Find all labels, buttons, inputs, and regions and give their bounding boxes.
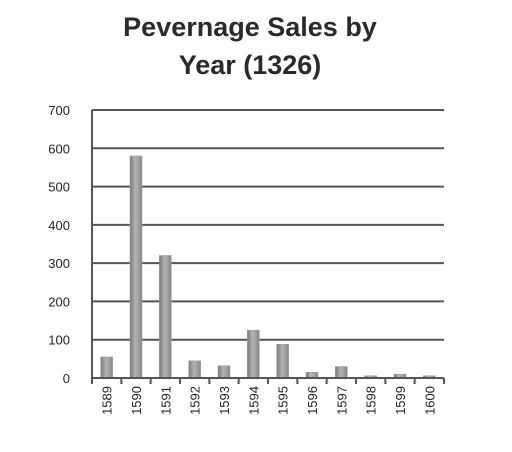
x-tick-label: 1589: [100, 386, 115, 415]
y-tick-label: 100: [48, 333, 70, 348]
bar: [247, 329, 260, 379]
y-tick-label: 200: [48, 294, 70, 309]
x-tick-label: 1594: [246, 386, 261, 415]
x-tick-label: 1593: [217, 386, 232, 415]
x-tick-label: 1595: [276, 386, 291, 415]
x-tick-label: 1600: [422, 386, 437, 415]
x-tick-label: 1591: [158, 386, 173, 415]
axes: [91, 110, 445, 384]
bar: [335, 366, 348, 379]
x-axis-tick-labels: 1589 1590 1591 1592 1593 1594 1595 1596 1597 1598…: [100, 386, 438, 415]
y-tick-label: 300: [48, 256, 70, 271]
chart-title-line-2: Year (1326): [179, 50, 322, 80]
x-tick-label: 1590: [129, 386, 144, 415]
x-tick-label: 1597: [334, 386, 349, 415]
bar: [188, 360, 201, 379]
gridlines: [92, 109, 444, 341]
y-axis-tick-labels: 0 100 200 300 400 500 600 700: [48, 103, 70, 386]
y-tick-label: 500: [48, 180, 70, 195]
x-tick-label: 1599: [393, 386, 408, 415]
bar: [129, 155, 143, 379]
x-tick-label: 1596: [305, 386, 320, 415]
bar: [159, 255, 172, 379]
bar: [276, 344, 289, 379]
bars: [100, 155, 436, 379]
chart-title-line-1: Pevernage Sales by: [123, 12, 377, 42]
bar: [100, 356, 113, 379]
bar: [217, 365, 231, 379]
y-tick-label: 600: [48, 141, 70, 156]
y-tick-label: 700: [48, 103, 70, 118]
x-tick-label: 1598: [364, 386, 379, 415]
x-tick-label: 1592: [188, 386, 203, 415]
y-tick-label: 0: [63, 371, 70, 386]
y-tick-label: 400: [48, 218, 70, 233]
